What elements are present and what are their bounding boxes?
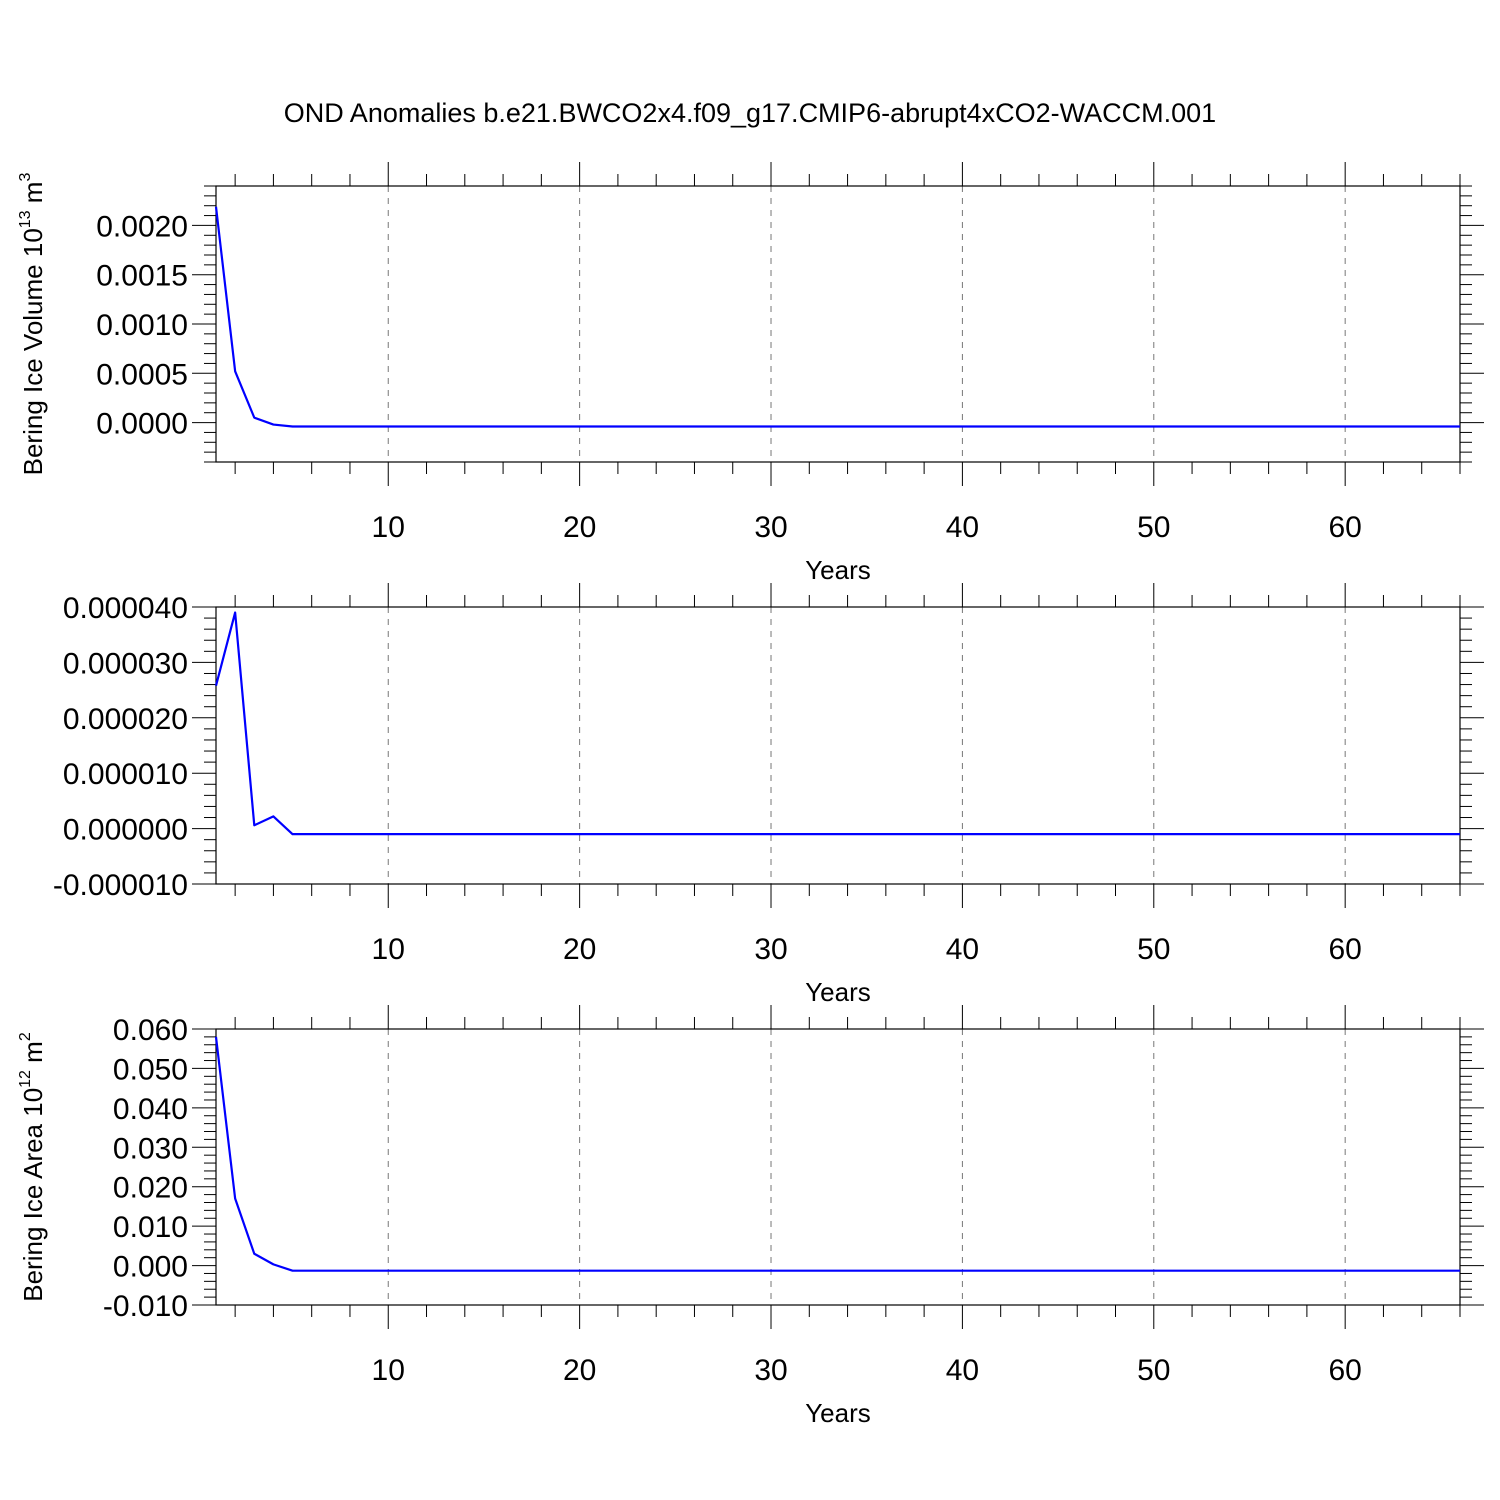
y-tick-label: 0.0010	[96, 309, 188, 342]
y-tick-label: 0.030	[113, 1132, 188, 1165]
x-axis-label: Years	[805, 555, 871, 585]
y-axis-label-superscript: 13	[17, 210, 34, 228]
y-tick-label: 0.020	[113, 1172, 188, 1205]
x-tick-label: 40	[946, 511, 979, 544]
y-axis-label-text: Bering Ice Volume 10	[18, 228, 48, 475]
y-axis-label-superscript: 2	[17, 1032, 34, 1041]
chart-title: OND Anomalies b.e21.BWCO2x4.f09_g17.CMIP…	[284, 98, 1216, 128]
y-tick-label: 0.040	[113, 1093, 188, 1126]
panel-3: -0.010 0.000 0.010 0.020 0.030 0.040 0.050 0.06…	[17, 1005, 1484, 1428]
x-tick-label: 30	[754, 511, 787, 544]
series-line	[214, 206, 1460, 428]
y-axis-label: Bering Ice Area 1012 m2	[17, 1032, 48, 1302]
y-tick-label: 0.000040	[63, 592, 188, 625]
y-tick-label: 0.000010	[63, 758, 188, 791]
y-tick-label: 0.000000	[63, 814, 188, 847]
y-tick-label: 0.0020	[96, 210, 188, 243]
x-tick-label: 10	[372, 511, 405, 544]
plot-frame	[215, 606, 1461, 885]
y-tick-label: 0.010	[113, 1211, 188, 1244]
y-tick-label: 0.0015	[96, 260, 188, 293]
x-tick-label: 40	[946, 1354, 979, 1387]
x-tick-label: 30	[754, 933, 787, 966]
y-tick-label: -0.010	[103, 1290, 188, 1323]
x-tick-label: 50	[1137, 511, 1170, 544]
x-tick-label: 40	[946, 933, 979, 966]
y-axis-label-superscript: 12	[17, 1070, 34, 1088]
y-axis-label-text: Bering Ice Area 10	[18, 1088, 48, 1302]
y-axis-label-superscript: 3	[17, 173, 34, 182]
x-axis-label: Years	[805, 977, 871, 1007]
y-axis-label-unit: m	[18, 182, 48, 211]
y-tick-label: 0.050	[113, 1053, 188, 1086]
x-tick-label: 20	[563, 511, 596, 544]
x-tick-label: 10	[372, 1354, 405, 1387]
x-tick-label: 60	[1328, 933, 1361, 966]
panels: 0.0000 0.0005 0.0010 0.0015 0.0020 10 20 30 40 50…	[17, 162, 1484, 1428]
y-tick-label: 0.0005	[96, 358, 188, 391]
x-tick-label: 60	[1328, 1354, 1361, 1387]
x-tick-label: 10	[372, 933, 405, 966]
x-tick-label: 60	[1328, 511, 1361, 544]
y-tick-label: 0.000030	[63, 647, 188, 680]
y-tick-label: 0.060	[113, 1014, 188, 1047]
y-tick-label: 0.0000	[96, 408, 188, 441]
x-tick-label: 30	[754, 1354, 787, 1387]
x-tick-label: 20	[563, 1354, 596, 1387]
y-axis-label: Bering Ice Volume 1013 m3	[17, 173, 48, 476]
y-tick-label: -0.000010	[53, 869, 188, 902]
x-tick-label: 50	[1137, 933, 1170, 966]
panel-2: -0.000010 0.000000 0.000010 0.000020 0.00003…	[53, 583, 1484, 1007]
x-axis-label: Years	[805, 1398, 871, 1428]
series-line	[214, 611, 1460, 836]
y-tick-label: 0.000	[113, 1251, 188, 1284]
plot-frame	[215, 1028, 1461, 1306]
y-axis-label-unit: m	[18, 1041, 48, 1070]
x-tick-label: 50	[1137, 1354, 1170, 1387]
plot-frame	[215, 185, 1461, 463]
panel-1: 0.0000 0.0005 0.0010 0.0015 0.0020 10 20 30 40 50…	[17, 162, 1484, 585]
x-tick-label: 20	[563, 933, 596, 966]
y-tick-label: 0.000020	[63, 703, 188, 736]
series-line	[214, 1036, 1460, 1272]
